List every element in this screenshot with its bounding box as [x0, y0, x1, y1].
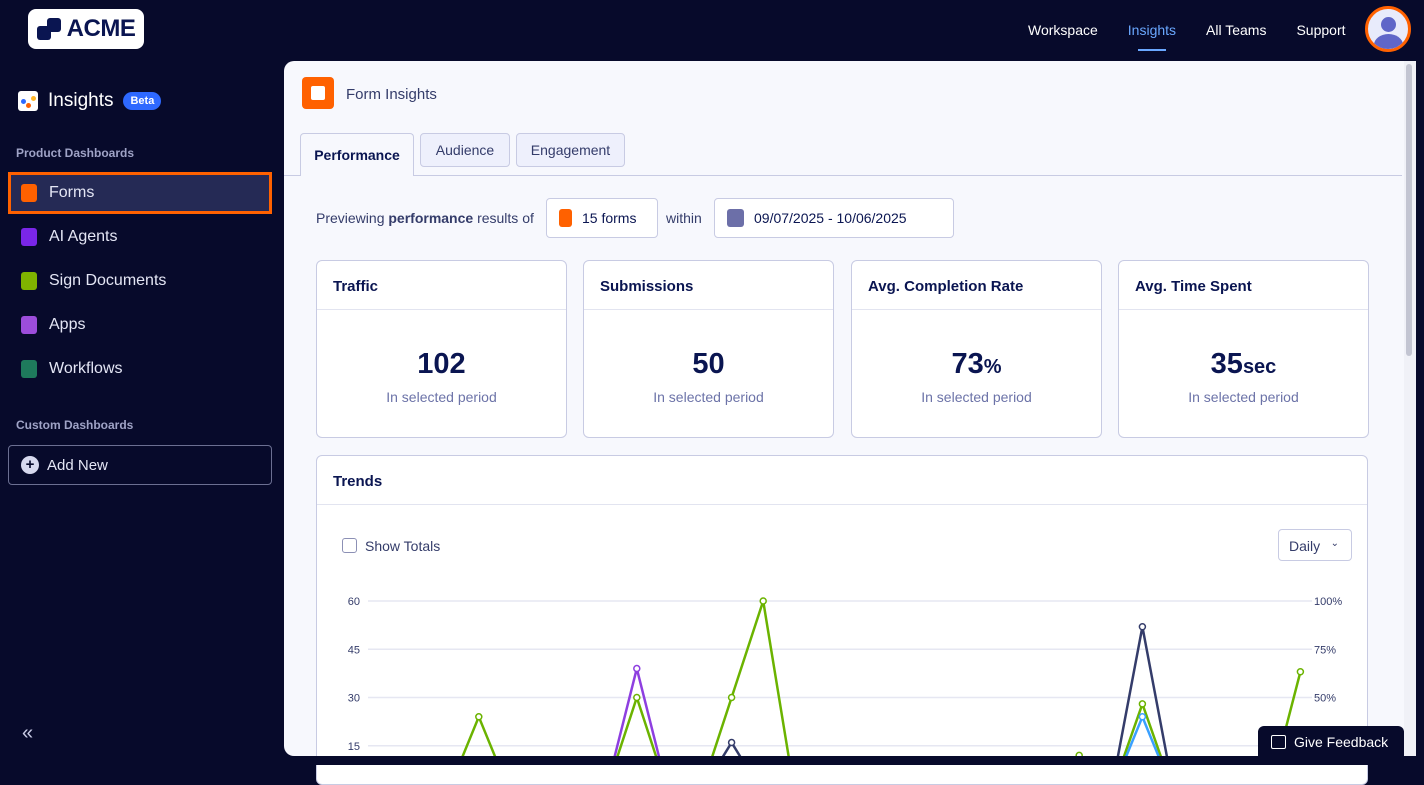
y-left-tick-label: 60 — [348, 596, 360, 608]
workflows-icon — [21, 360, 37, 378]
forms-icon — [559, 209, 572, 227]
show-totals-label[interactable]: Show Totals — [365, 538, 441, 554]
data-point — [759, 597, 767, 605]
traffic-card: Traffic 102 In selected period — [316, 260, 567, 438]
series-line-3 — [1125, 715, 1160, 756]
data-point — [1138, 622, 1147, 631]
insights-icon — [18, 91, 38, 111]
y-right-tick-label: 75% — [1314, 644, 1336, 656]
forms-icon — [21, 184, 37, 202]
sidebar-item-ai-agents[interactable]: AI Agents — [8, 216, 272, 258]
data-point — [1296, 668, 1305, 676]
tab-audience[interactable]: Audience — [420, 133, 510, 167]
completion-rate-card: Avg. Completion Rate 73% In selected perio… — [851, 260, 1102, 438]
chevron-down-icon: ⌄ — [1330, 538, 1339, 549]
acme-logo-mark — [36, 18, 63, 40]
trends-card: Trends — [316, 455, 1368, 785]
top-nav: Workspace Insights All Teams Support — [1028, 20, 1424, 51]
plus-icon: + — [21, 456, 39, 474]
y-right-tick-label: 50% — [1314, 693, 1336, 705]
feedback-icon — [1271, 734, 1286, 749]
tab-performance[interactable]: Performance — [300, 133, 414, 176]
nav-all-teams[interactable]: All Teams — [1206, 22, 1267, 38]
nav-insights[interactable]: Insights — [1127, 22, 1177, 51]
time-spent-card: Avg. Time Spent 35sec In selected period — [1118, 260, 1369, 438]
sidebar-item-workflows[interactable]: Workflows — [8, 348, 272, 390]
interval-select[interactable]: Daily ⌄ — [1278, 529, 1352, 561]
data-point — [727, 693, 736, 702]
tab-engagement[interactable]: Engagement — [516, 133, 625, 167]
data-point — [1075, 751, 1083, 756]
page-title: Form Insights — [346, 86, 437, 103]
data-point — [475, 713, 483, 721]
calendar-icon — [727, 209, 744, 227]
nav-workspace[interactable]: Workspace — [1028, 22, 1098, 38]
give-feedback-button[interactable]: Give Feedback — [1258, 726, 1404, 757]
nav-support[interactable]: Support — [1296, 22, 1346, 38]
data-point — [1138, 713, 1147, 721]
ai-agents-icon — [21, 228, 37, 246]
sign-documents-icon — [21, 272, 37, 290]
series-line-0 — [461, 599, 1302, 756]
submissions-card: Submissions 50 In selected period — [583, 260, 834, 438]
custom-dashboards-label: Custom Dashboards — [16, 418, 134, 432]
y-left-tick-label: 45 — [348, 644, 360, 656]
sidebar-item-forms[interactable]: Forms — [8, 172, 272, 214]
scrollbar-thumb[interactable] — [1406, 64, 1412, 356]
avatar[interactable] — [1365, 6, 1411, 52]
forms-selector[interactable]: 15 forms — [546, 198, 658, 238]
within-label: within — [666, 210, 702, 226]
y-left-tick-label: 15 — [348, 741, 360, 753]
data-point — [727, 738, 736, 747]
date-range-picker[interactable]: 09/07/2025 - 10/06/2025 — [714, 198, 954, 238]
series-line-1 — [613, 667, 661, 756]
show-totals-checkbox[interactable] — [342, 538, 357, 553]
y-left-tick-label: 30 — [348, 693, 360, 705]
data-point — [633, 664, 641, 673]
data-point — [1138, 700, 1147, 708]
sidebar-title: Insights Beta — [18, 90, 162, 112]
add-new-button[interactable]: + Add New — [8, 445, 272, 485]
beta-badge: Beta — [123, 92, 162, 110]
form-insights-icon — [302, 77, 334, 109]
bottom-bar — [0, 756, 1424, 765]
acme-logo[interactable]: ACME — [28, 9, 144, 49]
product-dashboards-label: Product Dashboards — [16, 146, 135, 160]
filter-label: Previewing performance results of — [316, 210, 534, 226]
y-right-tick-label: 100% — [1314, 596, 1342, 608]
apps-icon — [21, 316, 37, 334]
sidebar-item-sign-documents[interactable]: Sign Documents — [8, 260, 272, 302]
series-line-2 — [721, 625, 1169, 756]
tab-divider — [284, 175, 1402, 176]
sidebar-item-apps[interactable]: Apps — [8, 304, 272, 346]
trends-title: Trends — [317, 456, 1367, 505]
trends-chart: 15 30 45 60 50% 75% 100% — [348, 596, 1342, 756]
data-point — [633, 693, 641, 702]
collapse-sidebar-button[interactable]: « — [22, 722, 34, 744]
